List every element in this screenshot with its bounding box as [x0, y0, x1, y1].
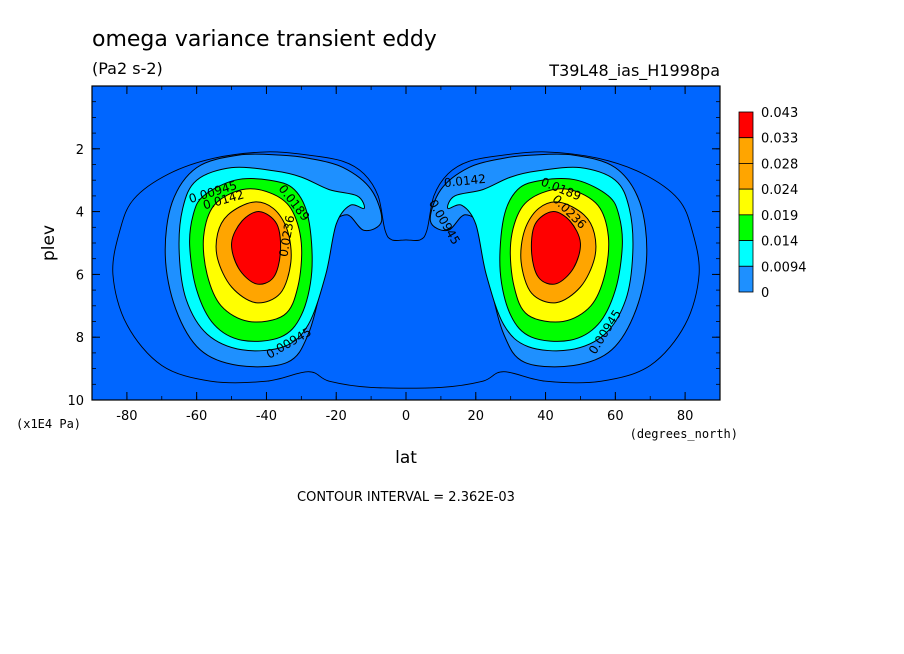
x-tick-label: 0 [402, 409, 410, 424]
x-tick-label: -40 [256, 409, 277, 424]
contour-label: 0.0142 [443, 172, 486, 190]
x-tick-label: 80 [677, 409, 694, 424]
chart-title: omega variance transient eddy [92, 27, 437, 52]
y-tick-label: 10 [67, 394, 84, 409]
colorbar-label: 0.024 [761, 183, 798, 198]
x-axis-label: lat [395, 448, 417, 468]
x-tick-label: -80 [116, 409, 137, 424]
colorbar-label: 0.014 [761, 235, 798, 250]
colorbar-swatch [738, 240, 754, 267]
y-axis-label: plev [39, 225, 59, 261]
contour-fills [112, 151, 700, 389]
colorbar-label: 0.019 [761, 209, 798, 224]
colorbar-swatch [738, 214, 754, 241]
x-tick-label: 20 [468, 409, 485, 424]
colorbar-label: 0.028 [761, 157, 798, 172]
dataset-label: T39L48_ias_H1998pa [548, 61, 720, 81]
x-tick-label: -60 [186, 409, 207, 424]
colorbar-swatch [738, 265, 754, 293]
colorbar-swatch [738, 163, 754, 190]
y-axis-units: (x1E4 Pa) [16, 417, 81, 431]
contour-level-6-north [530, 211, 581, 285]
x-tick-label: -20 [326, 409, 347, 424]
x-axis-units: (degrees_north) [630, 427, 738, 441]
x-tick-label: 60 [607, 409, 624, 424]
colorbar: 0.043 0.033 0.028 0.024 0.019 0.014 0.0094 0 [738, 106, 807, 301]
y-tick-label: 8 [76, 331, 84, 346]
colorbar-swatch [738, 188, 754, 216]
colorbar-label: 0.043 [761, 106, 798, 121]
colorbar-swatch [738, 111, 754, 139]
chart-units: (Pa2 s-2) [92, 59, 163, 78]
x-tick-label: 40 [537, 409, 554, 424]
colorbar-label: 0.0094 [761, 260, 807, 275]
y-tick-label: 6 [76, 268, 84, 283]
contour-interval: CONTOUR INTERVAL = 2.362E-03 [297, 490, 515, 505]
contour-line-outer [112, 151, 700, 389]
contour-level-6-south [231, 211, 282, 285]
colorbar-label: 0 [761, 286, 769, 301]
colorbar-label: 0.033 [761, 132, 798, 147]
axis-ticks: -80 -60 -40 -20 0 20 40 60 80 2 4 6 8 10 [67, 86, 721, 424]
colorbar-swatch [738, 137, 754, 164]
y-tick-label: 2 [76, 143, 84, 158]
y-tick-label: 4 [76, 206, 84, 221]
